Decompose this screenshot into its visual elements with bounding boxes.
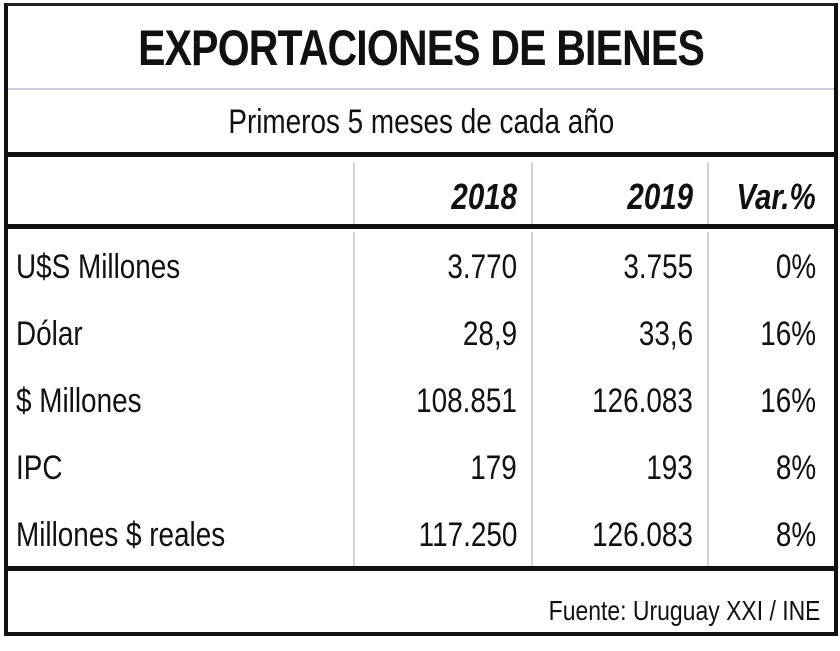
row-label-text: Dólar (16, 315, 83, 353)
cell-2018: 3.770 (353, 232, 531, 299)
cell-var: 8% (707, 500, 834, 567)
source-note: Fuente: Uruguay XXI / INE (8, 566, 834, 632)
cell-2019-text: 126.083 (592, 516, 693, 554)
table-row: U$S Millones 3.770 3.755 0% (8, 232, 834, 299)
row-label-text: U$S Millones (16, 248, 181, 286)
row-label: U$S Millones (8, 232, 353, 299)
cell-2019-text: 193 (646, 449, 693, 487)
row-label: Millones $ reales (8, 500, 353, 567)
title-text: EXPORTACIONES DE BIENES (138, 20, 705, 76)
cell-2018: 179 (353, 433, 531, 500)
row-label: Dólar (8, 299, 353, 366)
cell-var: 8% (707, 433, 834, 500)
row-label: IPC (8, 433, 353, 500)
subtitle-text: Primeros 5 meses de cada año (228, 103, 614, 141)
cell-2019-text: 33,6 (638, 315, 693, 353)
row-label-text: IPC (16, 449, 63, 487)
row-label-text: $ Millones (16, 382, 142, 420)
table-title: EXPORTACIONES DE BIENES (8, 6, 834, 90)
exports-table: EXPORTACIONES DE BIENES Primeros 5 meses… (4, 3, 838, 636)
cell-2019: 126.083 (531, 366, 707, 433)
cell-2019: 193 (531, 433, 707, 500)
cell-2019: 33,6 (531, 299, 707, 366)
cell-2019: 3.755 (531, 232, 707, 299)
cell-var-text: 8% (775, 516, 816, 554)
cell-var-text: 8% (775, 449, 816, 487)
cell-2018: 108.851 (353, 366, 531, 433)
cell-var-text: 0% (775, 248, 816, 286)
cell-2018: 117.250 (353, 500, 531, 567)
cell-2018-text: 3.770 (447, 248, 517, 286)
header-cell-var: Var.% (707, 162, 834, 224)
cell-2019-text: 3.755 (623, 248, 693, 286)
table-subtitle: Primeros 5 meses de cada año (8, 90, 834, 157)
header-row: 2018 2019 Var.% (8, 162, 834, 229)
cell-2018-text: 179 (470, 449, 517, 487)
cell-var: 16% (707, 299, 834, 366)
cell-2019-text: 126.083 (592, 382, 693, 420)
cell-2018-text: 28,9 (462, 315, 517, 353)
table-row: Millones $ reales 117.250 126.083 8% (8, 500, 834, 567)
table-row: IPC 179 193 8% (8, 433, 834, 500)
cell-var-text: 16% (760, 315, 816, 353)
cell-var: 16% (707, 366, 834, 433)
source-text: Fuente: Uruguay XXI / INE (548, 595, 820, 626)
cell-2018: 28,9 (353, 299, 531, 366)
header-cell-empty (8, 162, 353, 224)
cell-var: 0% (707, 232, 834, 299)
cell-2019: 126.083 (531, 500, 707, 567)
row-label-text: Millones $ reales (16, 516, 226, 554)
cell-2018-text: 117.250 (418, 516, 517, 554)
header-cell-2019: 2019 (531, 162, 707, 224)
header-cell-2018: 2018 (353, 162, 531, 224)
cell-2018-text: 108.851 (416, 382, 517, 420)
cell-var-text: 16% (760, 382, 816, 420)
table-row: Dólar 28,9 33,6 16% (8, 299, 834, 366)
row-label: $ Millones (8, 366, 353, 433)
table-row: $ Millones 108.851 126.083 16% (8, 366, 834, 433)
